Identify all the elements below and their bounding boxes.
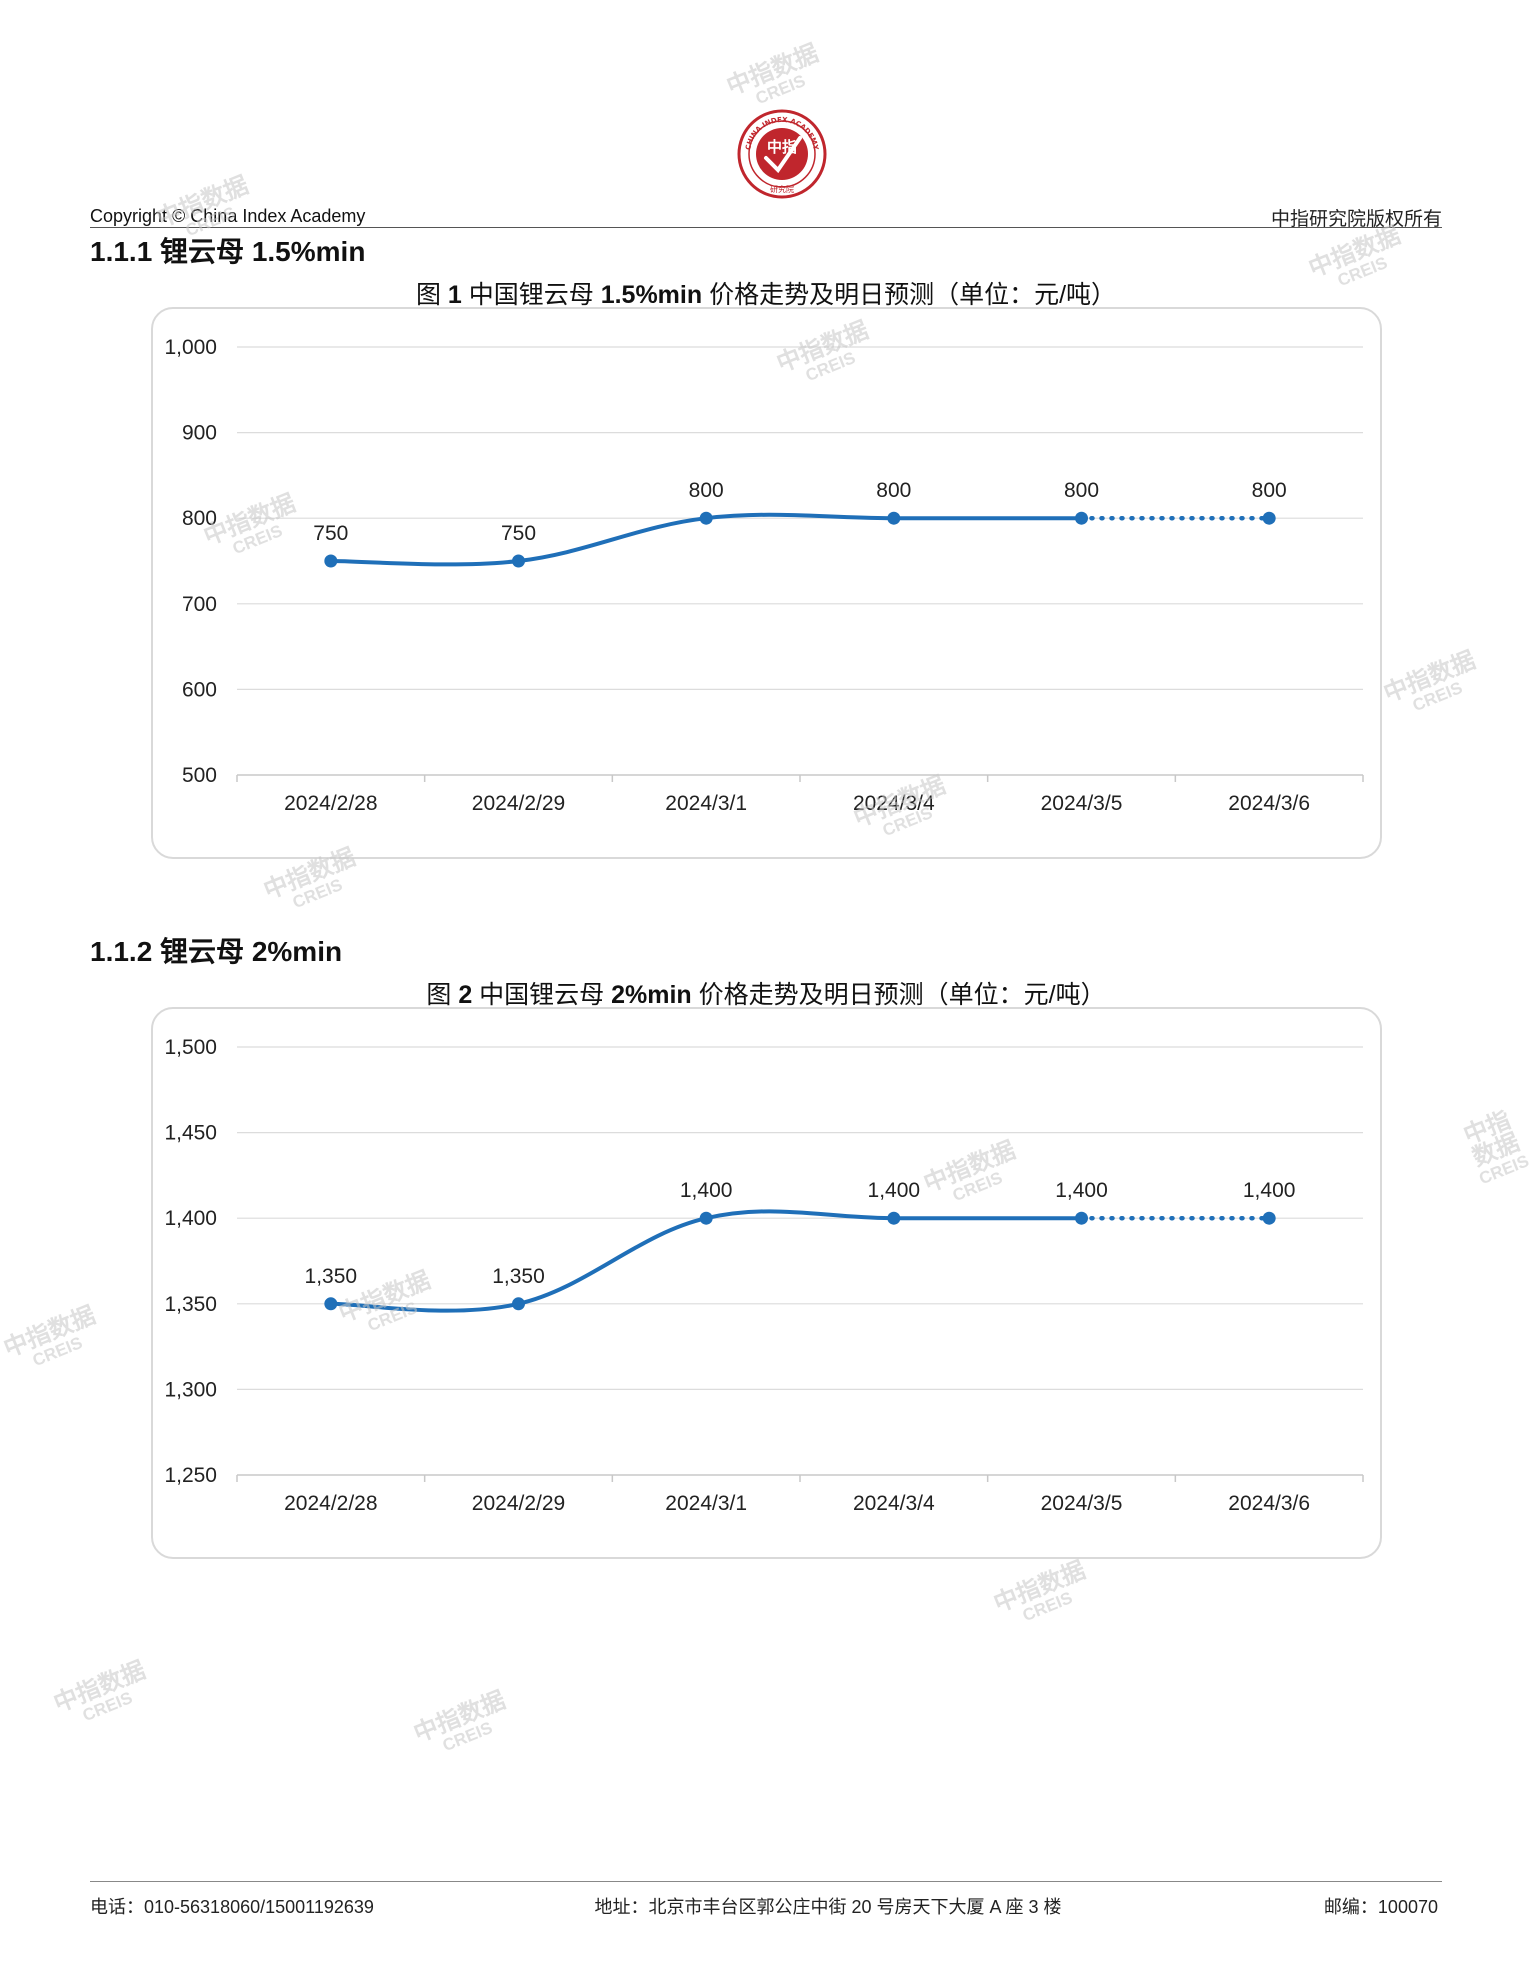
data-point — [1262, 1211, 1276, 1225]
data-point — [512, 554, 525, 568]
header-divider — [90, 227, 1442, 228]
data-label: 1,400 — [868, 1179, 921, 1202]
footer-divider — [90, 1881, 1442, 1882]
watermark: 中指数据 CREIS — [0, 1301, 100, 1371]
data-label: 800 — [1252, 479, 1287, 502]
data-label: 1,350 — [492, 1265, 545, 1288]
x-tick-label: 2024/3/4 — [853, 1492, 935, 1515]
x-tick-label: 2024/2/29 — [472, 792, 565, 815]
data-label: 1,400 — [680, 1179, 733, 1202]
y-tick-label: 800 — [182, 507, 217, 530]
x-tick-label: 2024/3/1 — [665, 792, 747, 815]
series-line — [328, 1209, 1084, 1313]
data-point — [512, 1297, 525, 1311]
data-point — [699, 511, 713, 525]
watermark: 中指数据 CREIS — [990, 1556, 1090, 1626]
chart-title-2: 图 2 中国锂云母 2%min 价格走势及明日预测（单位：元/吨） — [90, 975, 1442, 1011]
data-label: 750 — [501, 522, 536, 545]
y-tick-label: 1,000 — [164, 336, 217, 359]
chart-title-2-prefix: 图 — [426, 981, 459, 1009]
data-label: 800 — [1064, 479, 1099, 502]
line-chart: 1,250 1,300 1,350 1,400 1,450 1,500 2024/2/28 2… — [164, 1036, 1364, 1515]
data-label: 750 — [313, 522, 348, 545]
x-tick-label: 2024/3/1 — [665, 1492, 747, 1515]
data-point — [1075, 1211, 1088, 1225]
data-label: 800 — [876, 479, 911, 502]
data-point — [1075, 511, 1088, 525]
x-tick-label: 2024/2/28 — [284, 792, 377, 815]
data-point — [699, 1211, 713, 1225]
data-label: 1,350 — [305, 1265, 358, 1288]
x-tick-label: 2024/2/28 — [284, 1492, 377, 1515]
footer-postcode: 邮编：100070 — [1323, 1897, 1438, 1917]
china-index-academy-logo: 中指 CHINA INDEX ACADEMY 研究院 — [737, 109, 827, 199]
logo-bottom-text: 研究院 — [770, 184, 794, 194]
chart-title-2-spec: 2%min — [611, 981, 692, 1009]
logo-center-text: 中指 — [767, 138, 797, 156]
footer-address: 地址：北京市丰台区郭公庄中街 20 号房天下大厦 A 座 3 楼 — [594, 1897, 1062, 1917]
watermark: 中指数据 CREIS — [723, 39, 823, 109]
y-tick-label: 500 — [182, 764, 217, 787]
y-tick-label: 1,400 — [164, 1207, 217, 1230]
y-tick-label: 700 — [182, 593, 217, 616]
chart-title-2-num: 2 — [458, 981, 473, 1009]
header-copyright: Copyright © China Index Academy — [90, 206, 366, 226]
y-tick-label: 1,450 — [164, 1122, 217, 1145]
x-tick-label: 2024/3/5 — [1041, 1492, 1123, 1515]
y-tick-label: 1,500 — [164, 1036, 217, 1059]
line-chart: 500 600 700 800 900 1,000 2024/2/28 2024/2/29 20… — [164, 336, 1364, 815]
x-tick-label: 2024/3/5 — [1041, 792, 1123, 815]
chart-title-1: 图 1 中国锂云母 1.5%min 价格走势及明日预测（单位：元/吨） — [90, 275, 1442, 311]
y-tick-label: 1,250 — [164, 1464, 217, 1487]
chart-title-1-suffix: 价格走势及明日预测（单位：元/吨） — [702, 281, 1117, 309]
header-rights: 中指研究院版权所有 — [1270, 208, 1442, 230]
watermark: 中指数据 CREIS — [1380, 646, 1480, 716]
y-tick-label: 1,350 — [164, 1293, 217, 1316]
section-title-1: 1.1.1 锂云母 1.5%min — [90, 236, 366, 267]
watermark: 中指数据 CREIS — [1459, 1106, 1530, 1189]
data-point — [887, 1211, 901, 1225]
x-tick-label: 2024/3/4 — [853, 792, 935, 815]
watermark: 中指数据 CREIS — [50, 1656, 150, 1726]
y-tick-label: 1,300 — [164, 1378, 217, 1401]
data-label: 1,400 — [1055, 1179, 1108, 1202]
data-label: 800 — [689, 479, 724, 502]
x-tick-label: 2024/2/29 — [472, 1492, 565, 1515]
chart-title-2-suffix: 价格走势及明日预测（单位：元/吨） — [691, 981, 1106, 1009]
x-tick-label: 2024/3/6 — [1228, 792, 1310, 815]
chart-title-2-mid: 中国锂云母 — [472, 981, 612, 1009]
data-point — [887, 511, 901, 525]
chart-title-1-spec: 1.5%min — [600, 281, 703, 309]
chart-panel-1: 500 600 700 800 900 1,000 2024/2/28 2024/2/29 20… — [151, 307, 1382, 859]
data-point — [1262, 511, 1276, 525]
x-tick-label: 2024/3/6 — [1228, 1492, 1310, 1515]
y-tick-label: 900 — [182, 422, 217, 445]
chart-panel-2: 1,250 1,300 1,350 1,400 1,450 1,500 2024/2/28 2… — [151, 1007, 1382, 1559]
chart-title-1-prefix: 图 — [415, 281, 448, 309]
watermark: 中指数据 CREIS — [410, 1686, 510, 1756]
chart-title-1-num: 1 — [447, 281, 462, 309]
y-tick-label: 600 — [182, 678, 217, 701]
data-point — [324, 1297, 338, 1311]
chart-title-1-mid: 中国锂云母 — [461, 281, 601, 309]
data-point — [324, 554, 338, 568]
section-title-2: 1.1.2 锂云母 2%min — [90, 936, 343, 967]
footer-phone: 电话：010-56318060/15001192639 — [90, 1897, 374, 1917]
data-label: 1,400 — [1243, 1179, 1296, 1202]
